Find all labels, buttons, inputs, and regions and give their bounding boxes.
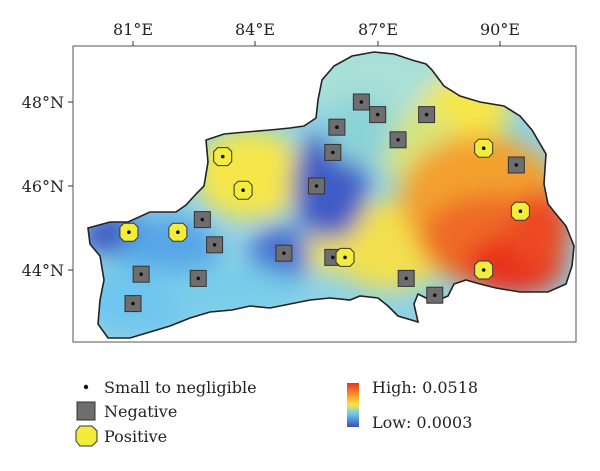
negative-station-marker: [189, 269, 207, 287]
positive-station-marker: [213, 147, 233, 167]
negative-station-marker: [507, 156, 525, 174]
negative-station-marker: [328, 118, 346, 136]
positive-station-marker: [474, 138, 494, 158]
negative-station-marker: [275, 244, 293, 262]
positive-station-marker: [119, 222, 139, 242]
positive-station-marker: [335, 247, 355, 267]
small-marker-icon: [83, 384, 89, 390]
legend-small-label: Small to negligible: [104, 378, 257, 397]
longitude-ticks: 81°E 84°E 87°E 90°E: [113, 20, 520, 46]
legend-high-label: High: 0.0518: [372, 378, 478, 397]
legend-negative-label: Negative: [104, 402, 177, 421]
negative-station-marker: [352, 93, 370, 111]
station-markers: [119, 93, 530, 313]
lat-label-46: 46°N: [22, 177, 64, 196]
negative-station-marker: [418, 106, 436, 124]
color-ramp: [347, 383, 359, 427]
negative-station-marker: [324, 143, 342, 161]
lon-label-90: 90°E: [480, 20, 520, 39]
negative-station-marker: [426, 286, 444, 304]
negative-station-marker: [132, 265, 150, 283]
negative-station-marker: [308, 177, 325, 195]
lon-label-81: 81°E: [113, 20, 153, 39]
negative-station-marker: [124, 295, 142, 313]
latitude-ticks: 48°N 46°N 44°N: [22, 93, 73, 280]
negative-station-marker: [369, 106, 387, 124]
positive-station-marker: [510, 201, 530, 221]
positive-station-marker: [168, 222, 188, 242]
lat-label-48: 48°N: [22, 93, 64, 112]
lat-label-44: 44°N: [22, 261, 64, 280]
lon-label-84: 84°E: [235, 20, 275, 39]
region-boundary: [87, 51, 575, 339]
negative-station-marker: [193, 211, 211, 229]
positive-station-marker: [233, 180, 253, 200]
negative-marker-icon: [76, 401, 96, 421]
legend-positive-label: Positive: [104, 427, 167, 446]
negative-station-marker: [389, 131, 407, 149]
negative-station-marker: [397, 269, 415, 287]
positive-marker-icon: [75, 425, 98, 447]
positive-station-marker: [474, 260, 494, 280]
negative-station-marker: [206, 236, 224, 254]
legend-low-label: Low: 0.0003: [372, 413, 472, 432]
legend: Small to negligible Negative Positive Hi…: [75, 378, 478, 447]
lon-label-87: 87°E: [358, 20, 398, 39]
